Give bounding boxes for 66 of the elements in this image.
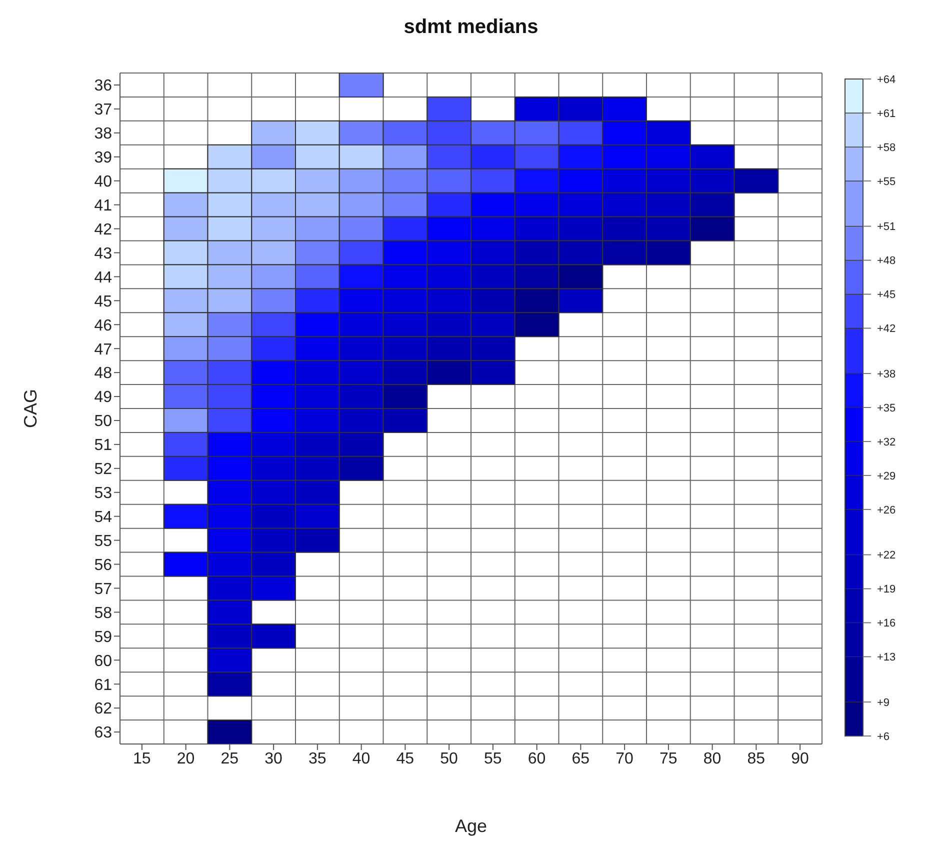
color-bar-label: +32 — [877, 436, 896, 448]
y-tick-label: 51 — [94, 437, 112, 454]
y-tick-label: 57 — [94, 580, 112, 598]
y-tick-label: 36 — [94, 78, 112, 95]
x-tick-label: 45 — [396, 750, 414, 768]
color-bar-label: +51 — [877, 221, 896, 234]
y-tick-label: 50 — [94, 413, 112, 430]
color-bar-label: +61 — [877, 108, 896, 120]
x-tick-label: 85 — [747, 750, 766, 768]
x-tick-label: 70 — [616, 750, 634, 768]
x-tick-label: 75 — [660, 750, 678, 768]
color-bar-label: +58 — [877, 142, 896, 154]
y-tick-label: 41 — [94, 197, 112, 214]
color-bar-label: +26 — [877, 504, 896, 516]
y-tick-label: 56 — [94, 556, 112, 574]
color-bar-label: +45 — [877, 289, 896, 302]
y-tick-label: 37 — [94, 102, 112, 119]
y-tick-label: 59 — [94, 628, 112, 646]
y-axis-title: CAG — [20, 388, 40, 428]
y-tick-label: 60 — [94, 652, 112, 670]
x-tick-label: 60 — [528, 750, 546, 768]
x-tick-label: 55 — [484, 750, 502, 768]
color-bar-label: +13 — [877, 652, 896, 664]
color-bar-label: +42 — [877, 323, 896, 336]
y-tick-label: 49 — [94, 389, 112, 406]
x-axis-title: Age — [454, 816, 488, 836]
y-tick-label: 63 — [94, 724, 112, 742]
y-tick-label: 54 — [94, 509, 112, 526]
color-bar-label: +48 — [877, 255, 896, 268]
y-tick-label: 52 — [94, 461, 112, 478]
color-bar-label: +64 — [877, 74, 896, 86]
x-tick-label: 15 — [133, 750, 151, 768]
y-tick-label: 58 — [94, 604, 112, 622]
x-tick-label: 35 — [308, 750, 326, 768]
y-tick-label: 53 — [94, 485, 112, 502]
y-tick-label: 46 — [94, 317, 112, 334]
y-tick-label: 47 — [94, 341, 112, 358]
y-tick-label: 40 — [94, 174, 112, 191]
color-bar-label: +19 — [877, 584, 896, 596]
color-bar-label: +29 — [877, 470, 896, 482]
y-tick-label: 43 — [94, 245, 112, 262]
x-tick-label: 20 — [176, 750, 195, 768]
y-tick-label: 62 — [94, 700, 112, 718]
y-tick-label: 38 — [94, 126, 112, 143]
color-bar-label: +38 — [877, 368, 896, 380]
color-bar-label: +6 — [877, 730, 890, 743]
x-tick-label: 65 — [572, 750, 590, 768]
y-tick-label: 44 — [94, 269, 112, 286]
color-bar-label: +9 — [877, 696, 890, 709]
y-tick-label: 61 — [94, 676, 112, 694]
color-bar-label: +35 — [877, 402, 896, 414]
chart-title: sdmt medians — [402, 16, 540, 39]
y-tick-label: 39 — [94, 150, 112, 167]
color-bar-label: +55 — [877, 176, 896, 188]
x-tick-label: 90 — [791, 750, 810, 768]
y-tick-label: 45 — [94, 293, 112, 310]
x-tick-label: 40 — [352, 750, 370, 768]
y-tick-label: 42 — [94, 221, 112, 238]
x-tick-label: 30 — [264, 750, 283, 768]
color-bar-label: +22 — [877, 550, 896, 562]
x-tick-label: 80 — [703, 750, 722, 768]
y-tick-label: 48 — [94, 365, 112, 382]
color-bar-label: +16 — [877, 618, 896, 630]
x-tick-label: 25 — [220, 750, 239, 768]
x-tick-label: 50 — [440, 750, 458, 768]
y-tick-label: 55 — [94, 532, 112, 550]
